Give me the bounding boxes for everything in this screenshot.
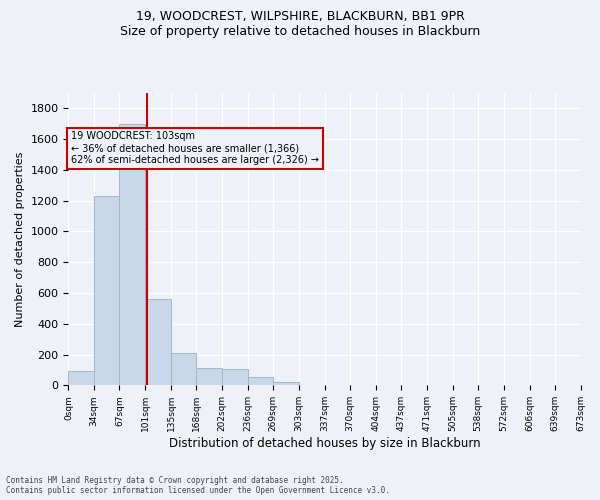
Text: 19, WOODCREST, WILPSHIRE, BLACKBURN, BB1 9PR
Size of property relative to detach: 19, WOODCREST, WILPSHIRE, BLACKBURN, BB1… xyxy=(120,10,480,38)
Bar xyxy=(119,124,145,386)
Bar xyxy=(94,196,119,386)
Bar xyxy=(273,382,299,386)
Bar xyxy=(248,377,273,386)
X-axis label: Distribution of detached houses by size in Blackburn: Distribution of detached houses by size … xyxy=(169,437,480,450)
Bar xyxy=(171,353,196,386)
Bar xyxy=(222,369,248,386)
Bar xyxy=(68,372,94,386)
Bar xyxy=(145,299,171,386)
Text: Contains HM Land Registry data © Crown copyright and database right 2025.
Contai: Contains HM Land Registry data © Crown c… xyxy=(6,476,390,495)
Bar xyxy=(196,368,222,386)
Y-axis label: Number of detached properties: Number of detached properties xyxy=(15,152,25,327)
Text: 19 WOODCREST: 103sqm
← 36% of detached houses are smaller (1,366)
62% of semi-de: 19 WOODCREST: 103sqm ← 36% of detached h… xyxy=(71,132,319,164)
